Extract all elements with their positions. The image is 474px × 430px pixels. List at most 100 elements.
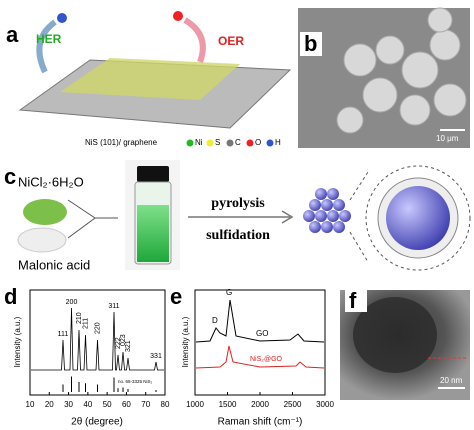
x-tick-label: 50 [103, 400, 112, 409]
nis-layer [60, 58, 240, 100]
sphere-cluster [303, 188, 351, 233]
peak-label: 222 [115, 337, 122, 349]
panel-b: b 10 μm [298, 7, 470, 148]
peak-label: 220 [94, 322, 101, 334]
sphere [333, 199, 345, 211]
zoom-lines [349, 171, 369, 263]
legend-dot [186, 139, 194, 147]
peak-label: 111 [58, 331, 69, 338]
particle [353, 297, 437, 373]
powder-white [17, 227, 67, 253]
xrd-trace [31, 307, 164, 371]
trace-label: NiS₂@GO [250, 356, 283, 363]
panel-label: a [6, 22, 19, 47]
x-tick-label: 30 [64, 400, 73, 409]
peak-label: 211 [82, 318, 89, 329]
band-label: G [226, 288, 232, 297]
plot-frame [194, 289, 326, 396]
panel-d: d Intensity (a.u.) 2θ (degree) no. 65-33… [4, 284, 170, 428]
y-label: Intensity (a.u.) [181, 316, 190, 367]
oer-label: OER [218, 34, 244, 48]
peak-label: 311 [108, 303, 119, 310]
sphere [321, 199, 333, 211]
x-tick-label: 20 [45, 400, 54, 409]
nis2go-trace [195, 345, 325, 369]
panel-label: d [4, 284, 17, 309]
panel-f: f 20 nm [340, 288, 470, 400]
merge-lines [67, 199, 118, 239]
x-tick-label: 2000 [251, 400, 269, 409]
arrow [183, 17, 206, 64]
peak-label: 331 [150, 353, 162, 360]
legend-label: C [235, 138, 241, 147]
sphere [309, 199, 321, 211]
particles [336, 7, 467, 134]
arrow [36, 19, 57, 74]
scale-label: 10 μm [436, 134, 459, 143]
legend-label: O [255, 138, 261, 147]
x-tick-label: 2500 [284, 400, 302, 409]
atom [57, 13, 67, 23]
x-tick-label: 3000 [316, 400, 334, 409]
sphere [327, 188, 339, 200]
zoom-circle [365, 165, 471, 271]
her-label: HER [36, 32, 62, 46]
x-tick-label: 70 [141, 400, 150, 409]
reference: no. 65-3325 NiS₂ [118, 379, 153, 384]
arrow [188, 210, 294, 224]
go-trace [195, 299, 325, 343]
legend-dot [206, 139, 214, 147]
step: sulfidation [206, 228, 270, 243]
panel-label: e [170, 284, 182, 309]
band-label: D [212, 316, 218, 325]
atom [173, 11, 183, 21]
caption: NiS (101)/ graphene [85, 138, 158, 147]
legend-label: Ni [195, 138, 203, 147]
legend-label: S [215, 138, 220, 147]
x-tick-label: 40 [83, 400, 92, 409]
sphere [333, 221, 345, 233]
liquid [137, 205, 169, 262]
sphere [303, 210, 315, 222]
legend-label: H [275, 138, 281, 147]
peak-label: 210 [76, 312, 83, 324]
sphere [321, 221, 333, 233]
panel-label: c [4, 164, 16, 189]
x-tick-label: 10 [26, 400, 35, 409]
x-tick-label: 60 [122, 400, 131, 409]
plot-frame [29, 289, 166, 396]
peak-label: 321 [125, 340, 132, 352]
y-label: Intensity (a.u.) [13, 316, 22, 367]
sphere [339, 210, 351, 222]
x-tick-label: 1500 [219, 400, 237, 409]
sphere [309, 221, 321, 233]
trace-label: GO [256, 329, 268, 338]
sphere [315, 188, 327, 200]
legend-dot [266, 139, 274, 147]
sphere [315, 210, 327, 222]
panel-e: e Intensity (a.u.) Raman shift (cm⁻¹) D … [170, 284, 334, 428]
x-tick-label: 1000 [186, 400, 204, 409]
panel-label: f [349, 288, 357, 313]
peak-label: 023 [120, 334, 127, 346]
reagent: Malonic acid [18, 257, 90, 272]
legend-dot [246, 139, 254, 147]
label-box [345, 290, 367, 312]
scale-label: 20 nm [440, 376, 463, 385]
panel-label: b [304, 31, 317, 56]
x-label: 2θ (degree) [71, 417, 123, 428]
x-label: Raman shift (cm⁻¹) [218, 417, 303, 428]
panel-c: c NiCl₂·6H₂O Malonic acid pyrolysis sulf… [4, 160, 471, 272]
step: pyrolysis [211, 196, 265, 211]
legend-dot [226, 139, 234, 147]
reagent: NiCl₂·6H₂O [18, 174, 84, 189]
core-sphere [386, 186, 450, 250]
label-box [300, 32, 322, 56]
x-tick-label: 80 [161, 400, 170, 409]
panel-a: a HER OER NiS (101)/ graphene Ni S C O H [6, 11, 292, 147]
peak-label: 200 [66, 299, 78, 306]
bottle-cap [137, 166, 169, 182]
sphere [327, 210, 339, 222]
powder-green [23, 199, 67, 225]
